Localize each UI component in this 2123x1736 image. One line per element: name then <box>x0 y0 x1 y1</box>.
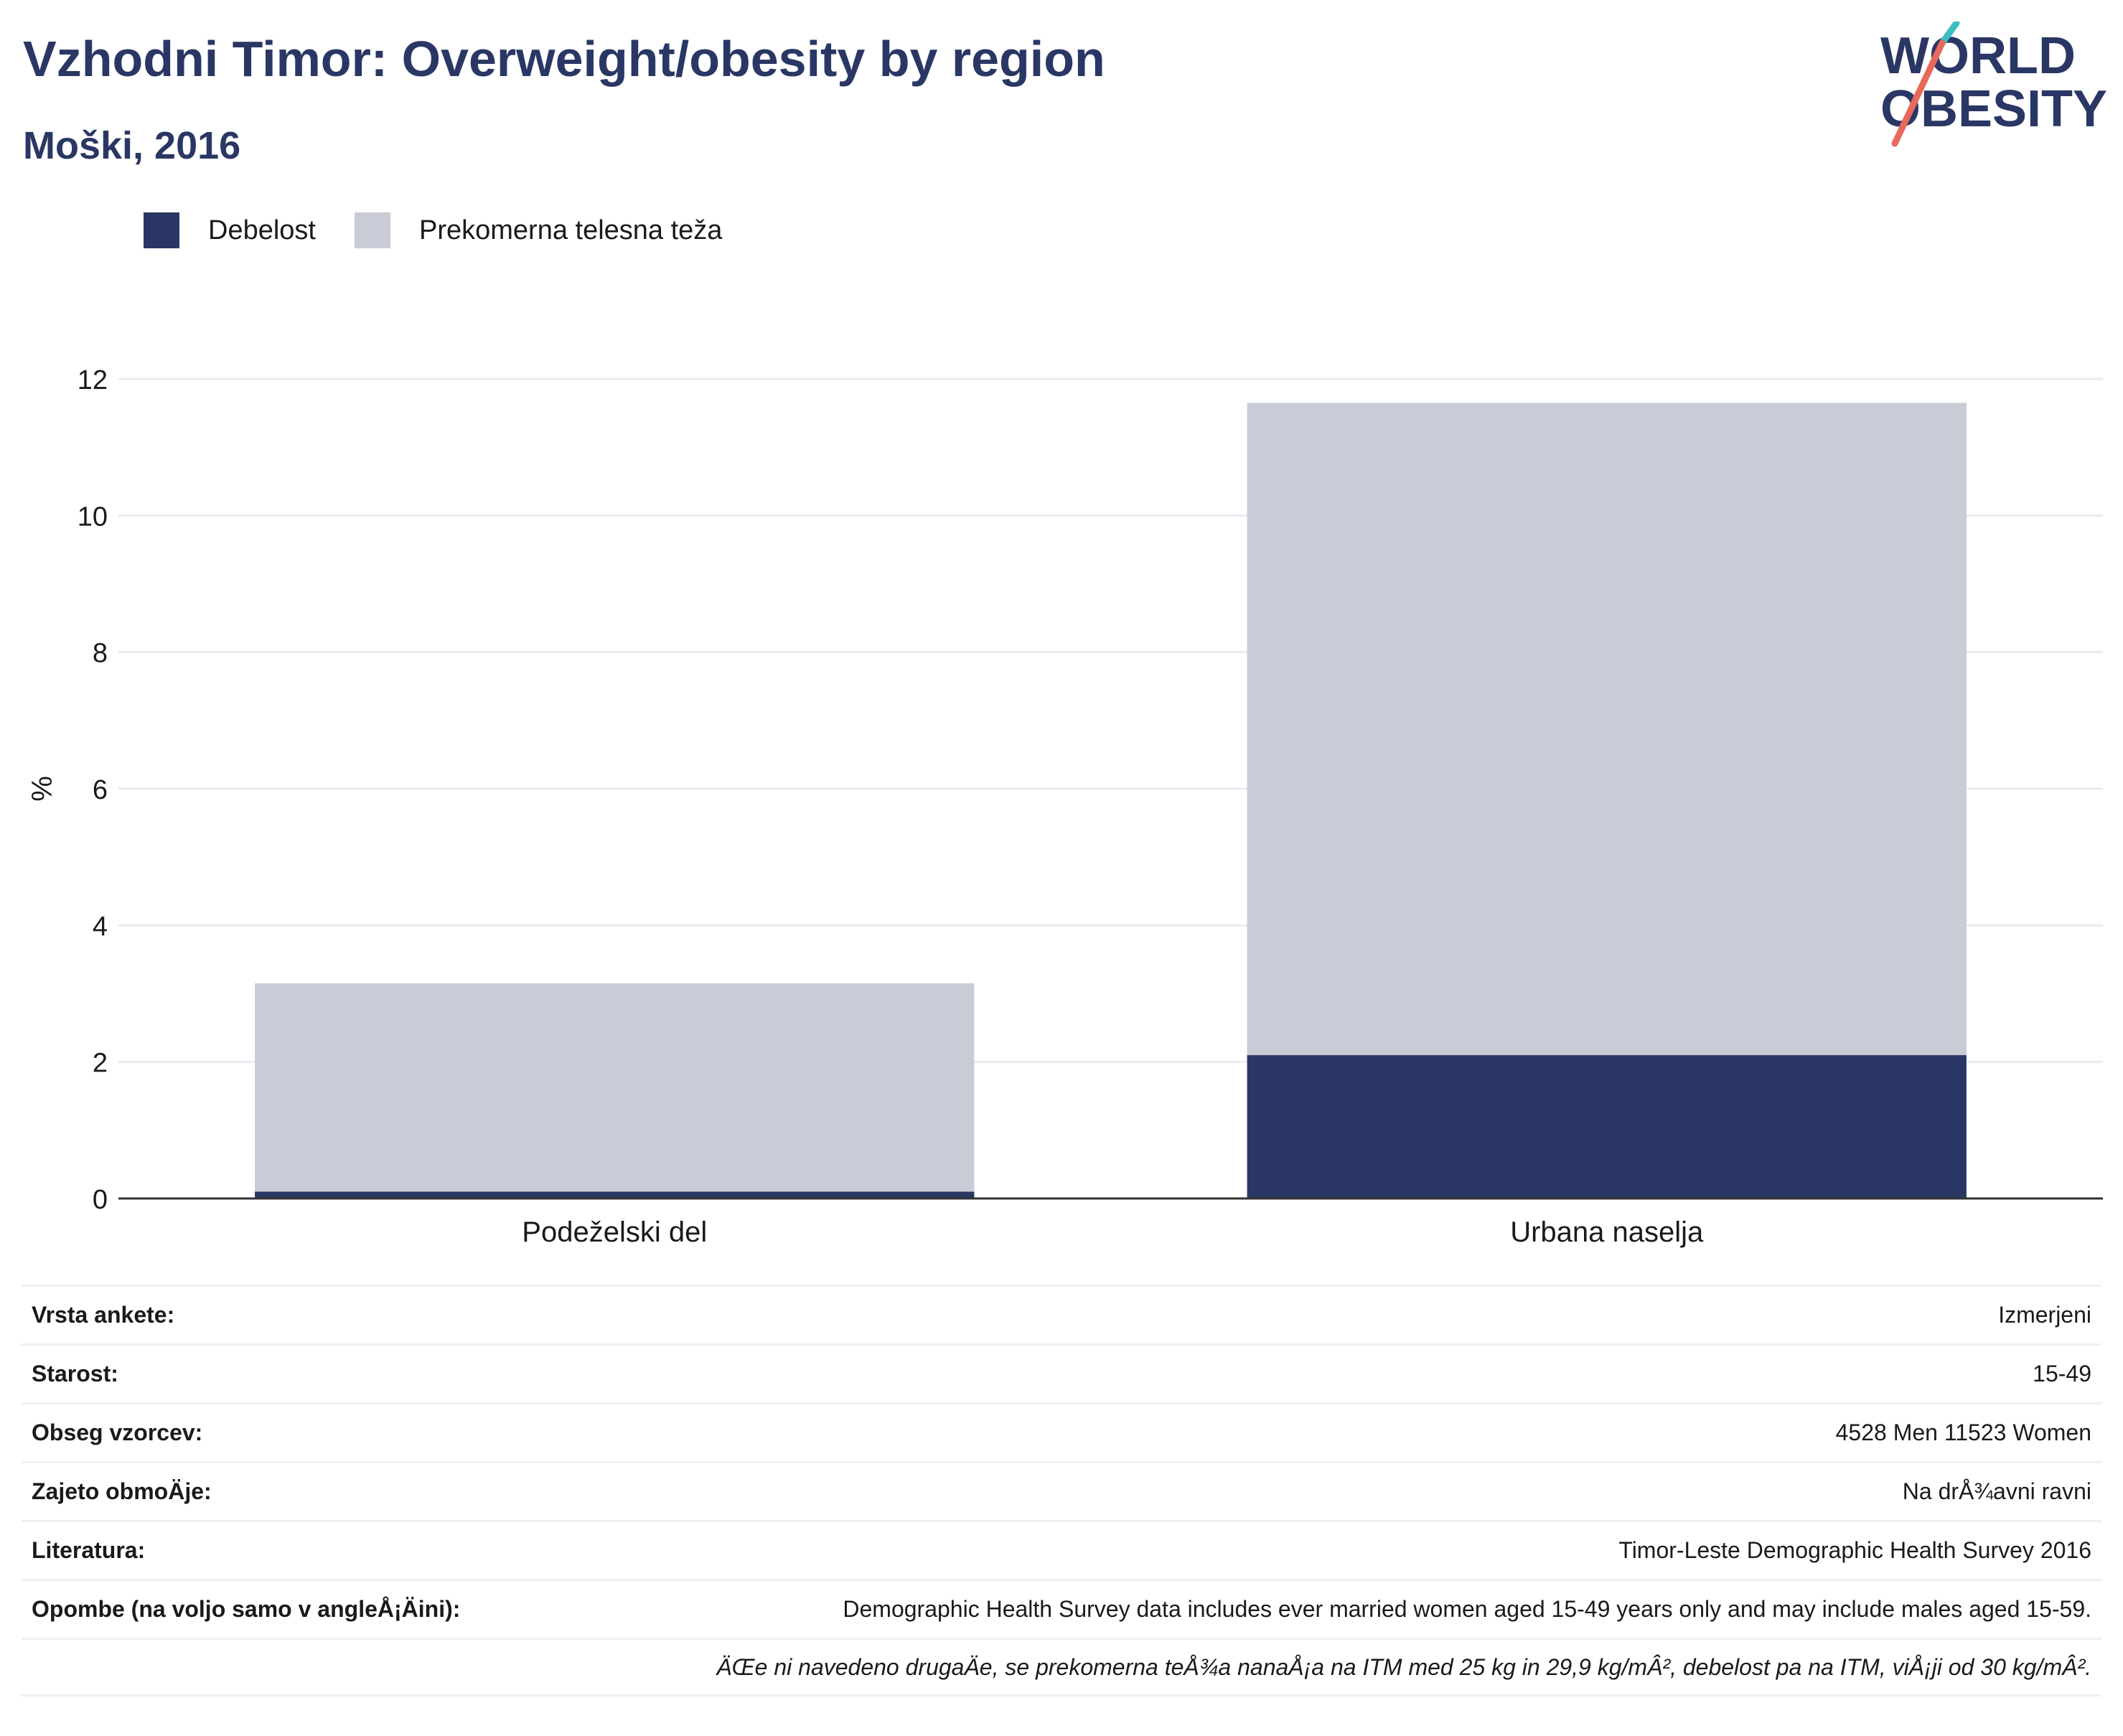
y-tick-label: 2 <box>93 1048 108 1079</box>
info-row-notes: Opombe (na voljo samo v angleÅ¡Äini): De… <box>22 1579 2101 1638</box>
chart-subtitle: Moški, 2016 <box>23 124 241 167</box>
info-label: Obseg vzorcev: <box>32 1420 203 1445</box>
legend-label-overweight: Prekomerna telesna teža <box>418 215 723 245</box>
chart-title: Vzhodni Timor: Overweight/obesity by reg… <box>23 31 1105 87</box>
chart-legend: Debelost Prekomerna telesna teža <box>144 212 761 248</box>
info-label: Zajeto obmoÄje: <box>32 1478 212 1504</box>
info-label: Starost: <box>32 1361 118 1387</box>
y-tick-label: 10 <box>78 502 108 532</box>
info-value: Na drÅ¾avni ravni <box>1902 1478 2091 1504</box>
info-value: Timor-Leste Demographic Health Survey 20… <box>1618 1537 2091 1563</box>
info-row-area-covered: Zajeto obmoÄje: Na drÅ¾avni ravni <box>22 1461 2101 1520</box>
legend-item-obesity: Debelost <box>144 212 316 248</box>
info-table: Vrsta ankete: Izmerjeni Starost: 15-49 O… <box>22 1285 2101 1697</box>
info-row-age: Starost: 15-49 <box>22 1343 2101 1402</box>
info-value: Demographic Health Survey data includes … <box>843 1596 2091 1622</box>
info-row-definition: ÄŒe ni navedeno drugaÄe, se prekomerna t… <box>22 1638 2101 1697</box>
info-label: Opombe (na voljo samo v angleÅ¡Äini): <box>32 1596 461 1622</box>
world-obesity-logo: WORLD OBESITY <box>1880 22 2107 147</box>
x-tick-label: Urbana naselja <box>1510 1216 1704 1248</box>
bar-chart: 0 2 4 6 8 10 12% Podeželski del Urbana naselja <box>27 365 2103 1248</box>
info-value: 4528 Men 11523 Women <box>1835 1420 2091 1445</box>
bar-overweight <box>255 983 975 1192</box>
legend-label-obesity: Debelost <box>208 215 316 245</box>
info-value: 15-49 <box>2033 1361 2091 1387</box>
x-tick-label: Podeželski del <box>522 1216 707 1248</box>
info-row-sample-size: Obseg vzorcev: 4528 Men 11523 Women <box>22 1402 2101 1461</box>
y-tick-label: 6 <box>93 775 108 805</box>
bar-overweight <box>1247 403 1967 1056</box>
bar-obesity <box>255 1191 975 1198</box>
legend-item-overweight: Prekomerna telesna teža <box>354 212 723 248</box>
info-label: Vrsta ankete: <box>32 1302 175 1328</box>
info-value: Izmerjeni <box>1998 1302 2091 1328</box>
y-tick-label: 4 <box>93 911 108 942</box>
logo-line1: WORLD <box>1880 27 2076 85</box>
y-tick-label: 0 <box>93 1185 108 1215</box>
legend-swatch-obesity <box>144 212 179 248</box>
y-tick-label: 8 <box>93 639 108 669</box>
info-row-reference: Literatura: Timor-Leste Demographic Heal… <box>22 1520 2101 1579</box>
info-value-definition: ÄŒe ni navedeno drugaÄe, se prekomerna t… <box>716 1653 2091 1680</box>
info-label: Literatura: <box>32 1537 146 1563</box>
y-tick-label: 12 <box>78 365 108 395</box>
legend-swatch-overweight <box>354 212 390 248</box>
y-axis-title: % <box>27 776 58 802</box>
bars <box>255 403 1967 1198</box>
bar-obesity <box>1247 1055 1967 1198</box>
info-row-survey-type: Vrsta ankete: Izmerjeni <box>22 1285 2101 1343</box>
axes: 0 2 4 6 8 10 12% Podeželski del Urbana naselja <box>27 365 2103 1248</box>
